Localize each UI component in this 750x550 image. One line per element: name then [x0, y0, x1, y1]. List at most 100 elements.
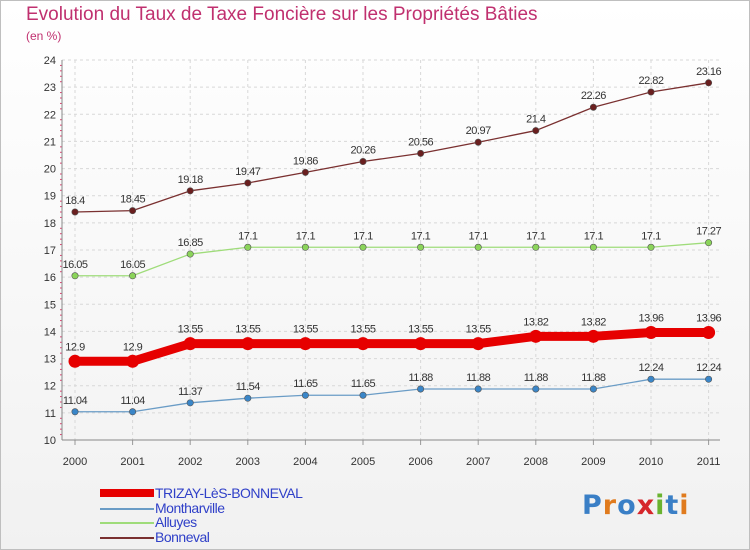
- logo-letter: o: [617, 490, 637, 521]
- legend-label: Montharville: [155, 499, 225, 516]
- data-label: 13.55: [350, 324, 375, 336]
- data-point: [589, 243, 597, 251]
- x-tick-label: 2006: [408, 456, 432, 468]
- x-tick-label: 2001: [120, 456, 144, 468]
- data-point: [586, 329, 600, 343]
- data-point: [244, 243, 252, 251]
- data-point: [474, 385, 482, 393]
- data-point: [705, 239, 713, 247]
- data-label: 13.55: [178, 324, 203, 336]
- legend-label: Bonneval: [155, 528, 210, 545]
- legend-swatch: [100, 489, 154, 497]
- data-label: 11.65: [293, 378, 318, 390]
- data-label: 17.1: [584, 230, 604, 242]
- data-point: [589, 385, 597, 393]
- data-label: 11.88: [524, 372, 549, 384]
- legend-label: Alluyes: [155, 514, 197, 530]
- data-label: 21.4: [526, 114, 546, 126]
- data-label: 17.1: [238, 230, 258, 242]
- data-point: [532, 127, 540, 135]
- y-tick-label: 15: [44, 299, 56, 311]
- data-label: 13.82: [523, 316, 548, 328]
- x-tick-label: 2005: [351, 456, 375, 468]
- data-point: [589, 103, 597, 111]
- data-label: 11.88: [408, 372, 433, 384]
- data-point: [647, 375, 655, 383]
- data-point: [244, 394, 252, 402]
- data-point: [301, 391, 309, 399]
- data-point: [356, 337, 370, 351]
- data-label: 20.97: [466, 125, 491, 137]
- data-point: [532, 385, 540, 393]
- data-point: [474, 138, 482, 146]
- data-label: 11.88: [581, 372, 606, 384]
- y-tick-label: 22: [44, 109, 56, 121]
- y-tick-label: 24: [44, 55, 56, 67]
- proxiti-logo: Proxiti: [582, 490, 690, 521]
- x-tick-label: 2009: [581, 456, 605, 468]
- y-tick-label: 16: [44, 272, 56, 284]
- data-label: 12.24: [638, 362, 663, 374]
- data-point: [359, 243, 367, 251]
- data-label: 18.4: [65, 195, 85, 207]
- legend-swatch: [100, 507, 154, 510]
- data-point: [129, 207, 137, 215]
- data-point: [186, 187, 194, 195]
- data-label: 17.27: [696, 226, 721, 238]
- data-label: 18.45: [120, 194, 145, 206]
- data-label: 13.55: [293, 324, 318, 336]
- data-label: 11.54: [236, 381, 261, 393]
- data-label: 19.86: [293, 155, 318, 167]
- data-point: [702, 326, 716, 340]
- logo-letter: r: [602, 490, 618, 521]
- data-label: 17.1: [353, 230, 373, 242]
- x-tick-label: 2000: [63, 456, 87, 468]
- data-label: 13.55: [466, 324, 491, 336]
- logo-letter: x: [636, 490, 656, 521]
- y-tick-label: 18: [44, 218, 56, 230]
- data-point: [647, 88, 655, 96]
- data-point: [705, 375, 713, 383]
- data-point: [298, 337, 312, 351]
- logo-letter: P: [582, 490, 603, 521]
- data-label: 11.37: [178, 386, 203, 398]
- data-label: 11.04: [63, 395, 88, 407]
- data-point: [417, 385, 425, 393]
- data-label: 11.04: [120, 395, 145, 407]
- data-label: 22.82: [638, 75, 663, 87]
- y-tick-label: 10: [44, 435, 56, 447]
- data-label: 12.9: [65, 341, 85, 353]
- y-tick-label: 12: [44, 381, 56, 393]
- data-label: 13.82: [581, 316, 606, 328]
- y-tick-label: 17: [44, 245, 56, 257]
- x-tick-label: 2003: [236, 456, 260, 468]
- data-label: 11.88: [466, 372, 491, 384]
- data-point: [532, 243, 540, 251]
- y-tick-label: 11: [45, 408, 56, 420]
- x-tick-label: 2011: [697, 456, 721, 468]
- data-label: 13.55: [235, 324, 260, 336]
- series-line: [75, 328, 709, 366]
- data-point: [241, 337, 255, 351]
- data-point: [474, 243, 482, 251]
- data-point: [129, 272, 137, 280]
- data-label: 20.26: [350, 145, 375, 157]
- data-label: 19.18: [178, 174, 203, 186]
- data-point: [301, 243, 309, 251]
- data-label: 16.85: [178, 237, 203, 249]
- axes-layer: 10 11 12 13 14 15 16 17 18 19 20 21 22 23 24 2000 2001 20…: [44, 55, 721, 468]
- data-point: [183, 337, 197, 351]
- data-point: [186, 399, 194, 407]
- series-layer: [68, 79, 716, 416]
- data-point: [244, 179, 252, 187]
- data-label: 17.1: [296, 230, 316, 242]
- y-tick-label: 21: [44, 136, 56, 148]
- y-tick-label: 13: [44, 354, 56, 366]
- data-point: [359, 391, 367, 399]
- x-tick-label: 2010: [639, 456, 663, 468]
- series-line: [74, 82, 709, 213]
- y-tick-label: 20: [44, 164, 56, 176]
- data-point: [705, 79, 713, 87]
- y-tick-label: 14: [44, 326, 56, 338]
